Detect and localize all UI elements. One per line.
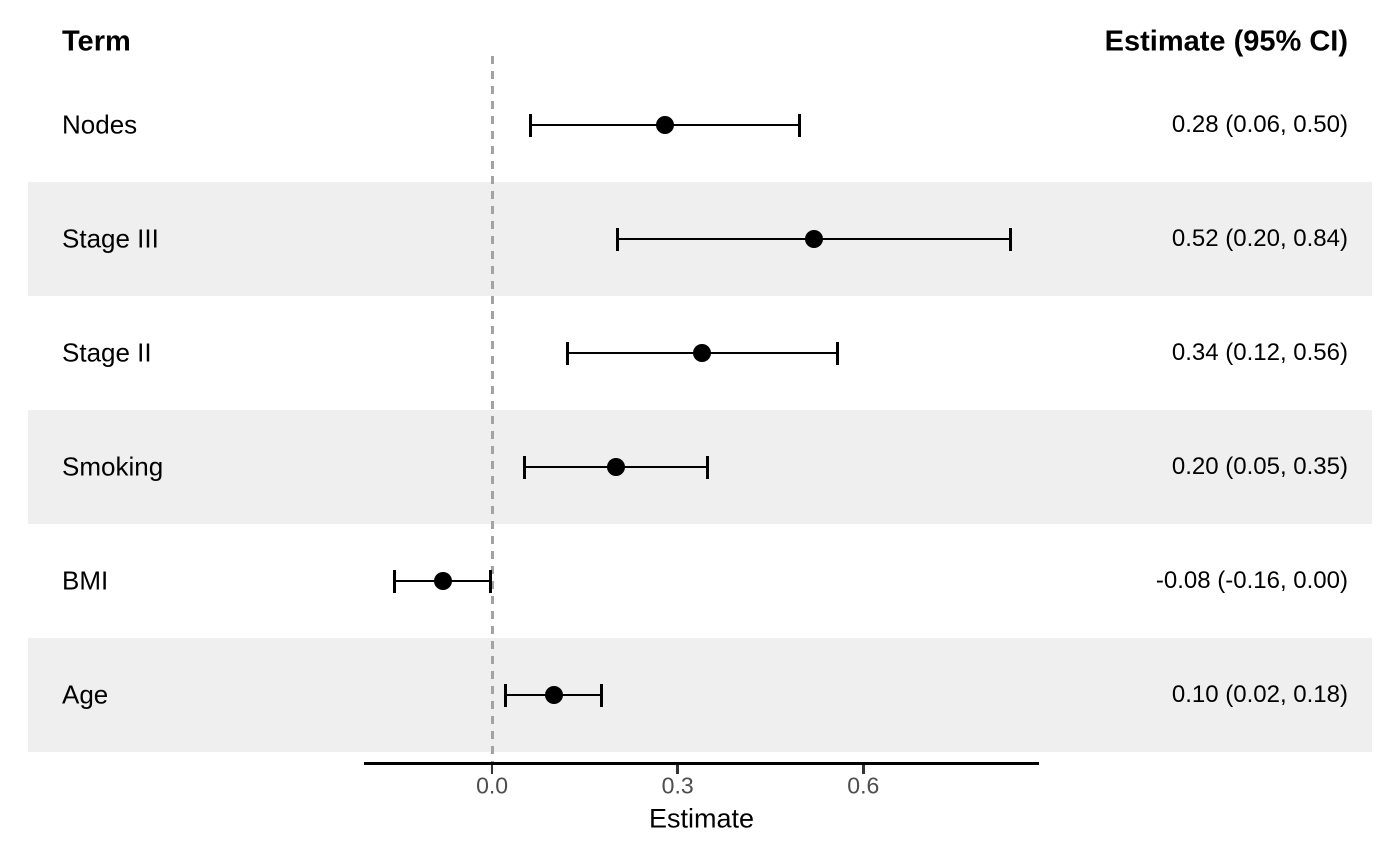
estimate-marker (606, 458, 625, 476)
term-label: BMI (62, 565, 109, 596)
ci-cap-right (489, 569, 493, 593)
term-label: Stage II (62, 337, 152, 368)
estimate-value: 0.10 (0.02, 0.18) (1171, 681, 1348, 708)
term-label: Stage III (62, 223, 159, 254)
x-axis-tick (490, 765, 494, 774)
ci-cap-left (566, 341, 570, 365)
x-axis-tick-label: 0.6 (847, 772, 880, 799)
term-label: Nodes (62, 109, 138, 140)
ci-cap-right (1008, 227, 1012, 251)
ci-cap-left (615, 227, 619, 251)
term-label: Smoking (62, 451, 164, 482)
ci-cap-right (798, 113, 802, 137)
ci-cap-left (504, 683, 508, 707)
ci-cap-left (529, 113, 533, 137)
ci-cap-right (600, 683, 604, 707)
ci-cap-left (393, 569, 397, 593)
estimate-value: -0.08 (-0.16, 0.00) (1155, 567, 1348, 594)
x-axis-tick-label: 0.0 (476, 772, 509, 799)
x-axis-line (364, 762, 1039, 765)
estimate-value: 0.28 (0.06, 0.50) (1171, 111, 1348, 138)
estimate-value: 0.52 (0.20, 0.84) (1171, 225, 1348, 252)
estimate-marker (804, 230, 823, 248)
estimate-value: 0.34 (0.12, 0.56) (1171, 339, 1348, 366)
estimate-marker (433, 572, 452, 590)
ci-cap-right (835, 341, 839, 365)
x-axis-tick (676, 765, 679, 774)
ci-cap-left (523, 455, 526, 479)
ci-cap-right (705, 455, 709, 479)
column-header-estimate: Estimate (95% CI) (1104, 25, 1348, 58)
estimate-marker (656, 116, 675, 134)
estimate-marker (693, 344, 712, 362)
x-axis-tick (862, 765, 865, 774)
estimate-value: 0.20 (0.05, 0.35) (1171, 453, 1348, 480)
column-header-term: Term (62, 25, 131, 58)
x-axis-tick-label: 0.3 (661, 772, 694, 799)
term-label: Age (62, 679, 109, 710)
row-stripe (28, 638, 1372, 752)
estimate-marker (544, 686, 563, 704)
zero-reference-line (490, 56, 494, 762)
x-axis-title: Estimate (648, 803, 755, 834)
